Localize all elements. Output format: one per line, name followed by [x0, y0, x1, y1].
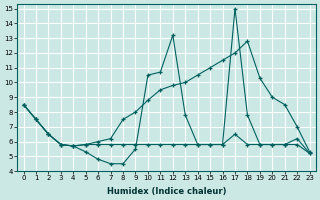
- X-axis label: Humidex (Indice chaleur): Humidex (Indice chaleur): [107, 187, 226, 196]
